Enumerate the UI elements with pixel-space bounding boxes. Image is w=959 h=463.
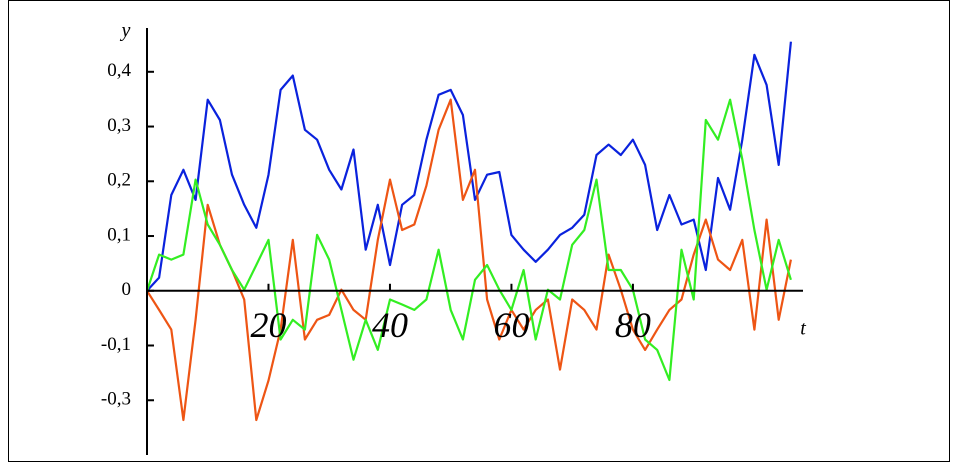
- y-tick-label: 0,4: [107, 60, 131, 81]
- y-tick-label: 0,3: [107, 115, 131, 136]
- x-axis-label: t: [800, 318, 806, 340]
- line-series: [145, 98, 792, 382]
- y-tick-label: 0: [122, 279, 132, 300]
- x-tick-label: 40: [372, 305, 408, 345]
- y-tick-label: 0,1: [107, 224, 131, 245]
- x-tick-label: 20: [250, 305, 286, 345]
- frame: [8, 0, 950, 462]
- y-tick-label: -0,1: [101, 334, 131, 355]
- y-axis-label: y: [120, 20, 131, 42]
- line-series: [146, 41, 792, 292]
- y-tick-label: 0,2: [107, 170, 131, 191]
- x-tick-label: 60: [493, 305, 529, 345]
- y-tick-label: -0,3: [101, 389, 131, 410]
- x-tick-label: 80: [615, 305, 651, 345]
- line-series: [146, 98, 792, 422]
